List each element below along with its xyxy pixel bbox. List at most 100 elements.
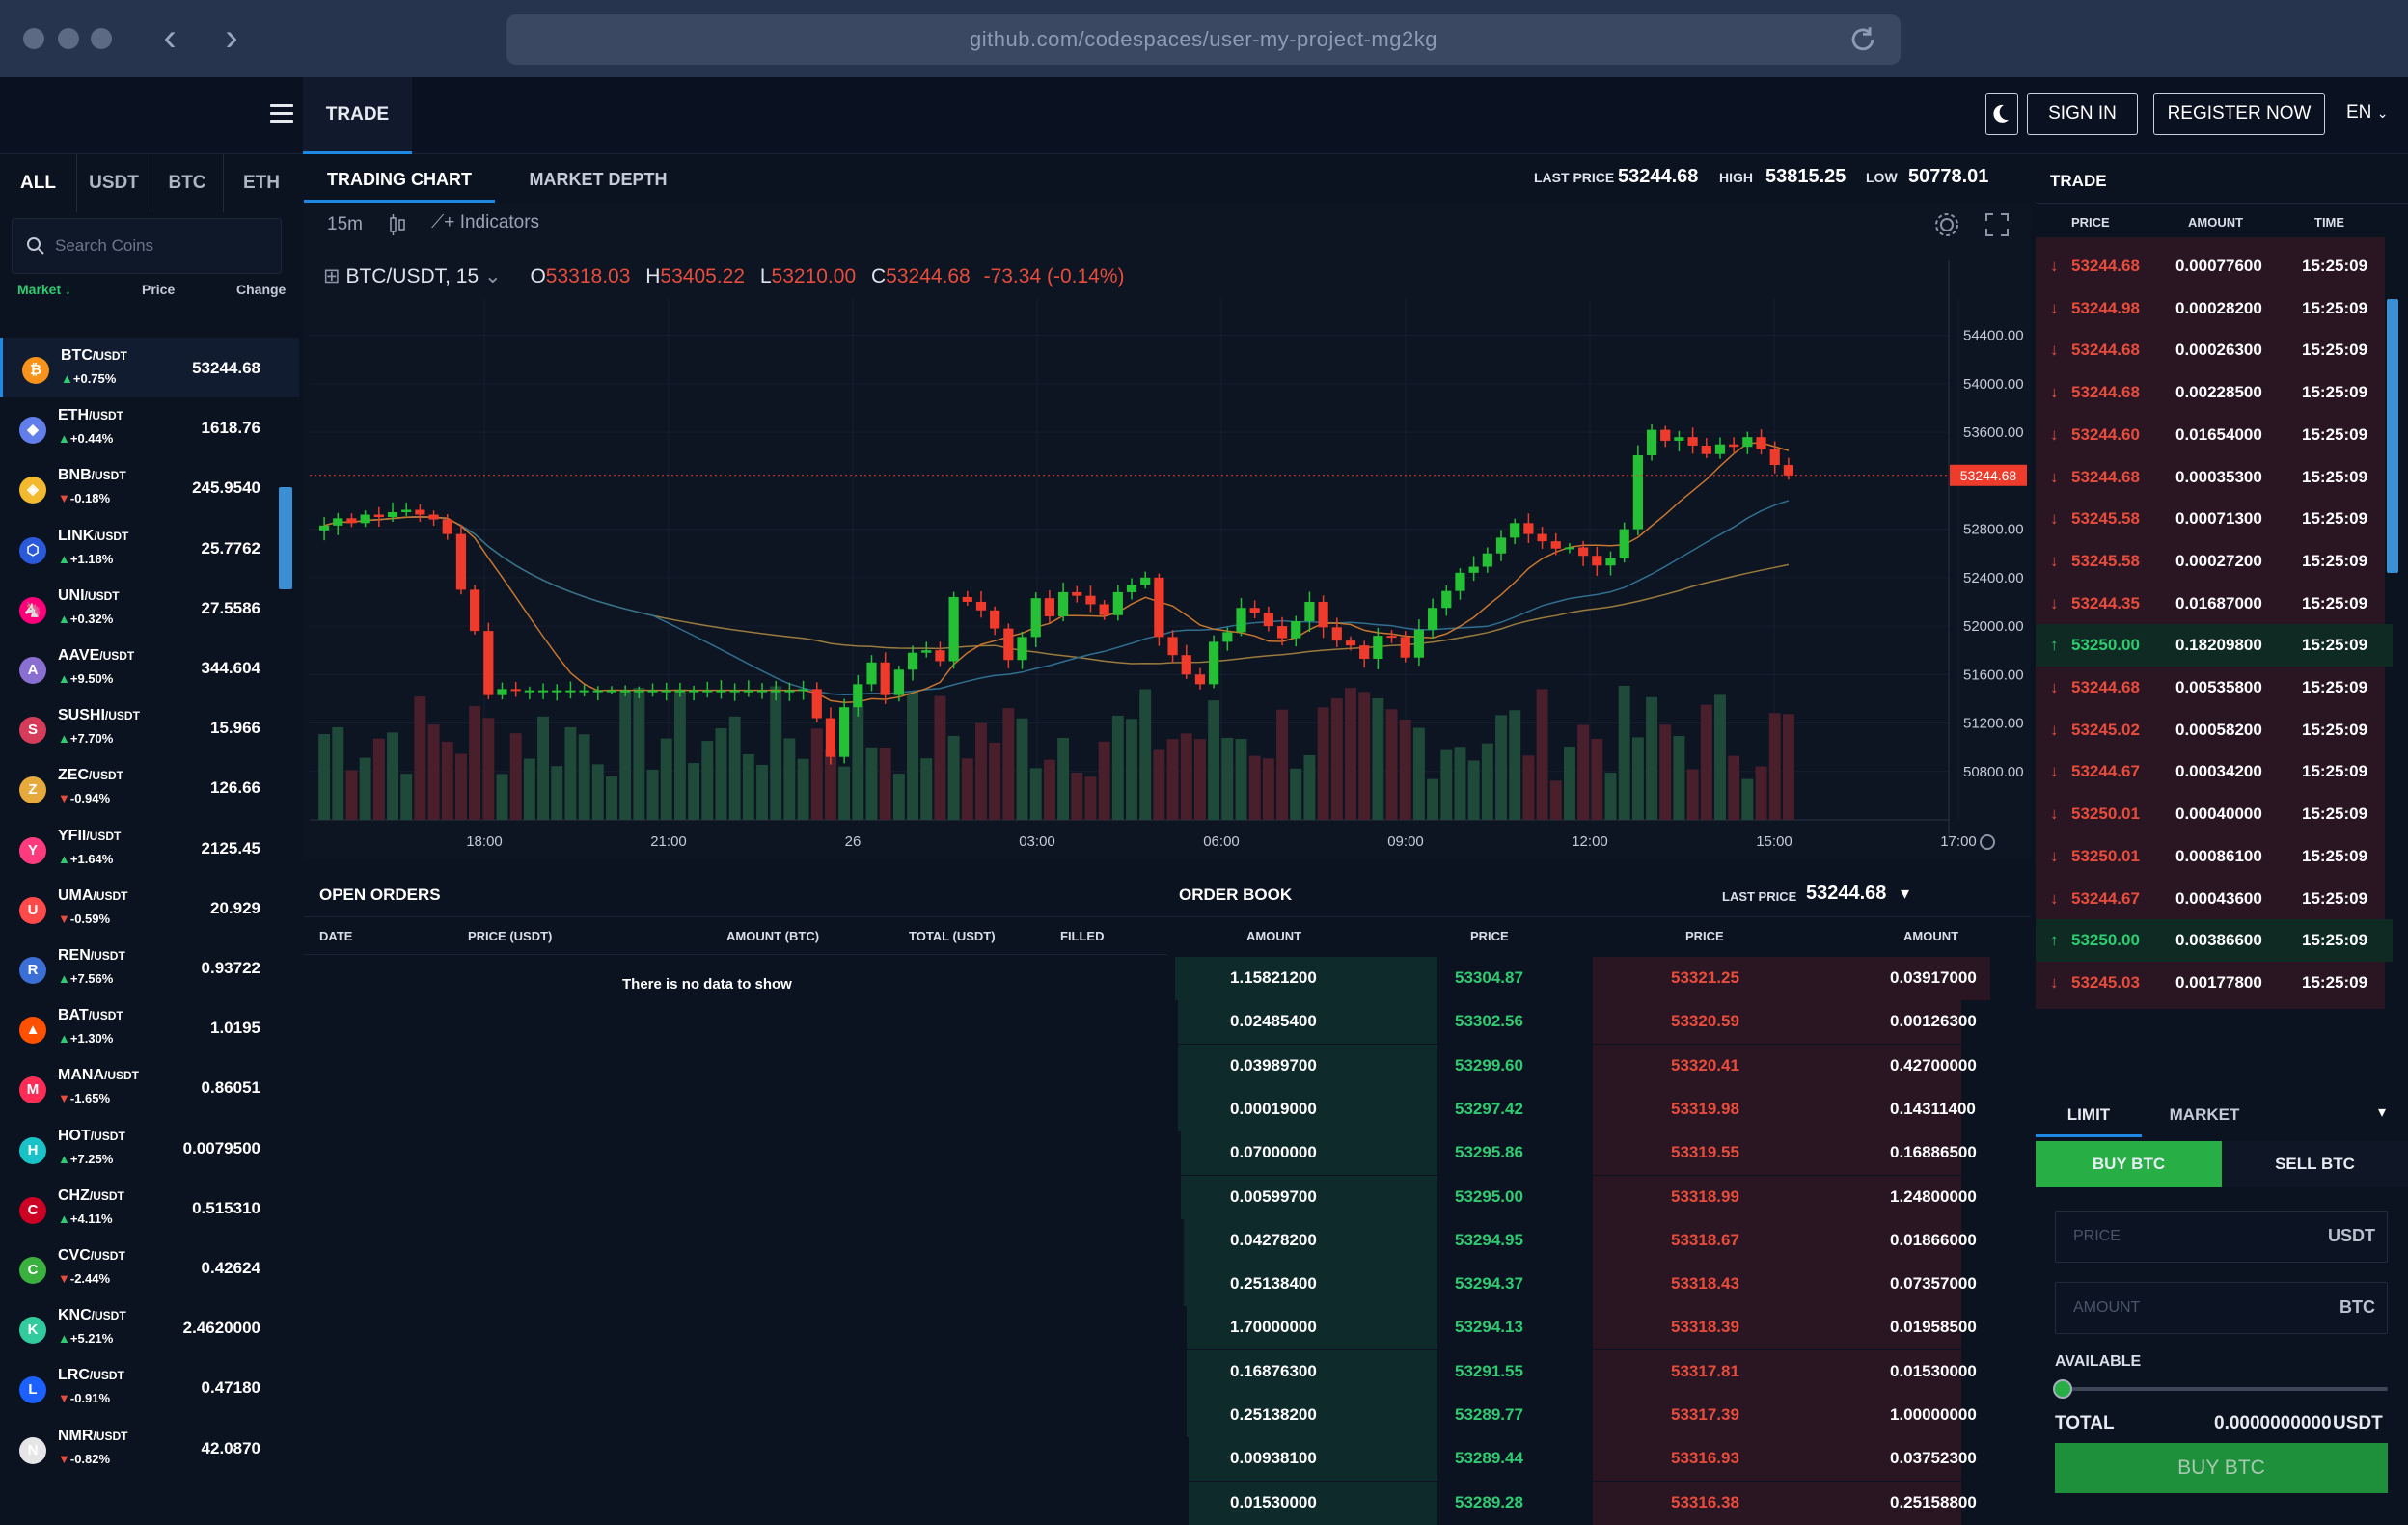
trading-chart[interactable]: 15m ⟋+ Indicators ⊞ BTC/USDT, 15 ⌄ O5331… [304,203,2031,858]
trade-price: 53244.68 [2071,383,2140,402]
candlestick-chart[interactable]: 54400.00 54000.00 53600.00 52800.00 52400.00… [304,203,2031,858]
trade-list-scrollbar[interactable] [2387,299,2398,573]
volume-bar [1741,778,1754,820]
coin-row[interactable]: 🦄 UNI/USDT ▲+0.32% 27.5586 [0,578,299,638]
tab-usdt[interactable]: USDT [77,154,151,212]
order-book-row[interactable]: 0.25138400 53294.37 53318.43 0.07357000 [1167,1263,2031,1306]
order-book-row[interactable]: 0.01530000 53289.28 53316.38 0.25158800 [1167,1482,2031,1525]
col-market-header[interactable]: Market ↓ [17,282,72,297]
forward-arrow-icon[interactable]: › [225,16,238,59]
amount-input[interactable]: AMOUNT BTC [2055,1282,2388,1334]
order-book-row[interactable]: 1.70000000 53294.13 53318.39 0.01958500 [1167,1306,2031,1349]
coin-row[interactable]: ⬡ LINK/USDT ▲+1.18% 25.7762 [0,518,299,578]
amount-slider[interactable] [2053,1379,2388,1399]
slider-handle[interactable] [2053,1379,2072,1399]
tab-eth[interactable]: ETH [243,173,280,193]
tab-trading-chart[interactable]: TRADING CHART [304,154,495,203]
volume-bar [1330,698,1343,820]
price-input[interactable]: PRICE USDT [2055,1211,2388,1263]
candle-body [1674,437,1684,441]
order-book-row[interactable]: 0.00599700 53295.00 53318.99 1.24800000 [1167,1176,2031,1219]
order-book-row[interactable]: 0.02485400 53302.56 53320.59 0.00126300 [1167,1000,2031,1044]
candle-body [1318,601,1328,628]
coin-change: ▲+1.64% [58,851,114,866]
interval-selector[interactable]: 15m [327,214,363,234]
arrow-up-icon: ▲ [58,1151,70,1166]
bid-price: 53299.60 [1455,1055,1523,1075]
order-book-row[interactable]: 0.07000000 53295.86 53319.55 0.16886500 [1167,1131,2031,1175]
coin-row[interactable]: C CHZ/USDT ▲+4.11% 0.515310 [0,1178,299,1238]
candle-body [1263,613,1273,627]
address-bar[interactable]: github.com/codespaces/user-my-project-mg… [506,14,1901,65]
coin-row[interactable]: S SUSHI/USDT ▲+7.70% 15.966 [0,697,299,757]
reload-icon[interactable] [1847,23,1879,56]
candle-body [1619,529,1629,558]
fullscreen-icon[interactable] [1983,210,2011,239]
register-button[interactable]: REGISTER NOW [2153,93,2325,135]
search-input[interactable]: Search Coins [12,218,282,274]
amount-placeholder: AMOUNT [2073,1299,2141,1316]
coin-row[interactable]: U UMA/USDT ▼-0.59% 20.929 [0,878,299,938]
tab-all[interactable]: ALL [0,154,77,212]
coin-row[interactable]: C CVC/USDT ▼-2.44% 0.42624 [0,1238,299,1297]
col-change-header[interactable]: Change [236,282,287,297]
col-price-header[interactable]: Price [142,282,176,297]
trade-time: 15:25:09 [2302,467,2368,486]
order-type-dropdown-icon[interactable]: ▾ [2378,1104,2387,1121]
coin-row[interactable]: H HOT/USDT ▲+7.25% 0.0079500 [0,1118,299,1178]
order-book-dropdown-icon[interactable]: ▾ [1901,884,1910,903]
coin-row[interactable]: K KNC/USDT ▲+5.21% 2.4620000 [0,1297,299,1357]
coin-row[interactable]: Z ZEC/USDT ▼-0.94% 126.66 [0,757,299,817]
trade-amount: 0.00058200 [2175,720,2262,739]
tab-market[interactable]: MARKET [2169,1105,2240,1124]
coin-row[interactable]: M MANA/USDT ▼-1.65% 0.86051 [0,1057,299,1117]
window-maximize-dot[interactable] [91,28,112,49]
trade-time: 15:25:09 [2302,257,2368,275]
theme-toggle-button[interactable] [1985,93,2018,135]
tab-market-depth[interactable]: MARKET DEPTH [529,170,668,189]
sell-tab[interactable]: SELL BTC [2222,1141,2408,1187]
buy-tab[interactable]: BUY BTC [2036,1141,2222,1187]
trade-price: 53244.67 [2071,762,2140,781]
coin-row[interactable]: R REN/USDT ▲+7.56% 0.93722 [0,938,299,997]
tab-trade[interactable]: TRADE [303,77,412,154]
order-book-row[interactable]: 1.15821200 53304.87 53321.25 0.03917000 [1167,957,2031,1000]
indicators-button[interactable]: ⟋+ Indicators [431,212,539,233]
open-orders-title: OPEN ORDERS [319,885,441,904]
trade-col-amount: AMOUNT [2188,215,2244,230]
window-minimize-dot[interactable] [58,28,79,49]
coin-row[interactable]: ▲ BAT/USDT ▲+1.30% 1.0195 [0,997,299,1057]
bid-price: 53297.42 [1455,1099,1523,1118]
back-arrow-icon[interactable]: ‹ [163,16,177,59]
coin-row[interactable]: L LRC/USDT ▼-0.91% 0.47180 [0,1357,299,1417]
tab-btc[interactable]: BTC [151,154,224,212]
order-book-row[interactable]: 0.00938100 53289.44 53316.93 0.03752300 [1167,1437,2031,1481]
sign-in-button[interactable]: SIGN IN [2027,93,2138,135]
coin-row[interactable]: N NMR/USDT ▼-0.82% 42.0870 [0,1418,299,1478]
order-book-row[interactable]: 0.03989700 53299.60 53320.41 0.42700000 [1167,1045,2031,1088]
candle-type-icon[interactable] [387,212,408,237]
coin-row[interactable]: ₿ BTC/USDT ▲+0.75% 53244.68 [0,338,299,397]
coin-row[interactable]: A AAVE/USDT ▲+9.50% 344.604 [0,638,299,697]
coin-list-scrollbar[interactable] [279,487,292,589]
menu-icon[interactable] [270,104,293,123]
coin-row[interactable]: ◆ ETH/USDT ▲+0.44% 1618.76 [0,397,299,457]
order-book-row[interactable]: 0.16876300 53291.55 53317.81 0.01530000 [1167,1350,2031,1394]
coin-row[interactable]: Y YFII/USDT ▲+1.64% 2125.45 [0,818,299,878]
coin-row[interactable]: ◈ BNB/USDT ▼-0.18% 245.9540 [0,457,299,517]
language-select[interactable]: EN ⌄ [2346,102,2388,123]
tab-limit[interactable]: LIMIT [2036,1093,2142,1137]
high-label: HIGH [1719,170,1753,185]
order-book-row[interactable]: 0.04278200 53294.95 53318.67 0.01866000 [1167,1219,2031,1263]
oo-col-amount: AMOUNT (BTC) [726,929,820,943]
settings-gear-icon[interactable] [1932,210,1961,239]
candle-body [1304,601,1315,622]
buy-submit-button[interactable]: BUY BTC [2055,1443,2388,1493]
last-price-label: LAST PRICE [1534,170,1615,185]
crosshair-toggle-icon[interactable]: ⊞ [323,265,341,287]
order-book-row[interactable]: 0.25138200 53289.77 53317.39 1.00000000 [1167,1394,2031,1437]
window-close-dot[interactable] [23,28,44,49]
volume-bar [332,726,344,820]
order-book-row[interactable]: 0.00019000 53297.42 53319.98 0.14311400 [1167,1088,2031,1131]
volume-bar [1646,696,1658,820]
